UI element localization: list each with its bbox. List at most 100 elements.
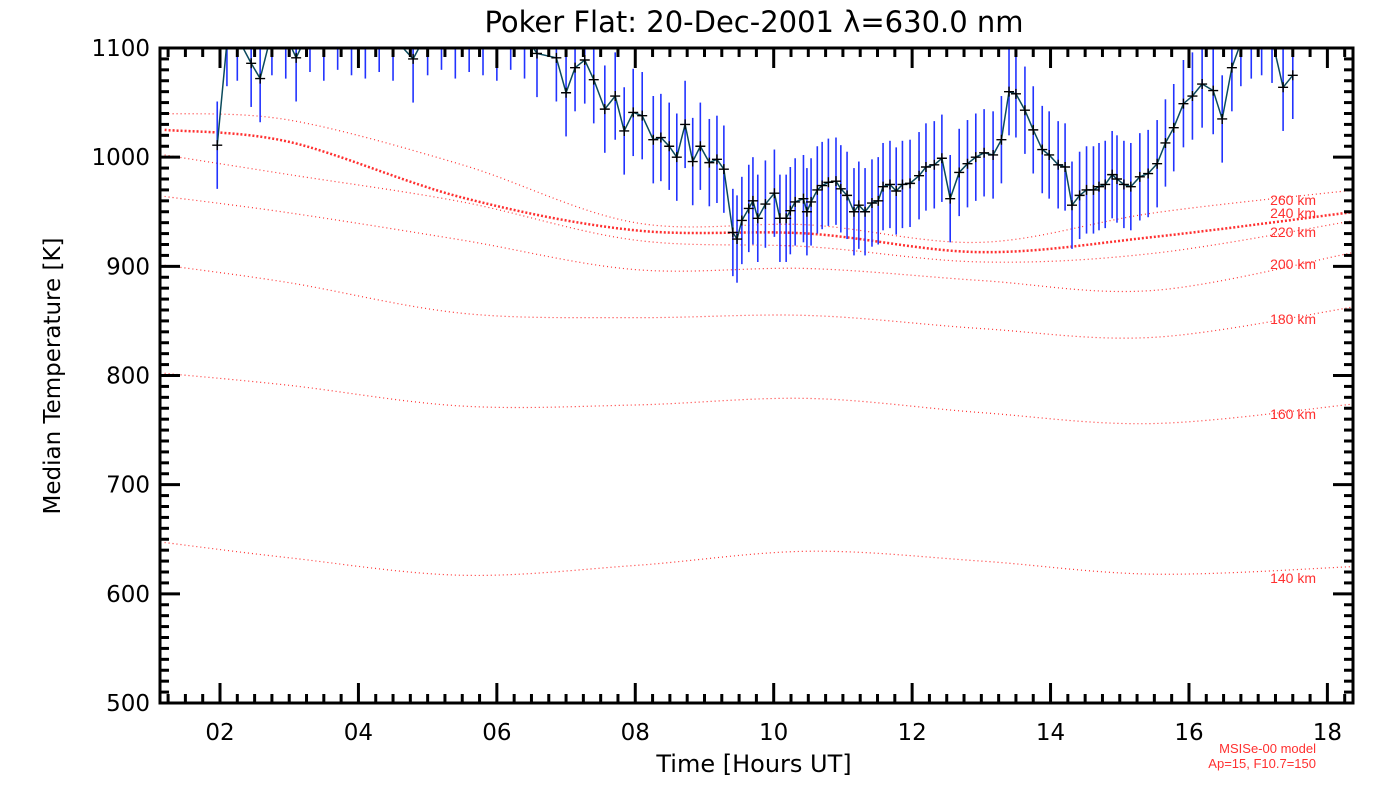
x-tick-label: 02 — [205, 720, 234, 746]
x-tick-label: 18 — [1313, 720, 1342, 746]
data-point-marker — [561, 87, 572, 98]
data-point-marker — [1168, 122, 1179, 133]
data-point-marker — [760, 199, 771, 210]
y-tick-label: 700 — [106, 473, 150, 499]
chart-title: Poker Flat: 20-Dec-2001 λ=630.0 nm — [484, 5, 1023, 39]
data-point-marker — [798, 193, 809, 204]
data-point-marker — [1019, 105, 1030, 116]
model-curve-220-km — [164, 154, 1353, 263]
data-point-marker — [853, 200, 864, 211]
data-point-marker — [929, 159, 940, 170]
model-curve-260-km — [164, 112, 1353, 244]
data-point-marker — [897, 179, 908, 190]
data-point-marker — [866, 198, 877, 209]
data-point-marker — [423, 27, 433, 37]
data-point-marker — [812, 184, 823, 195]
data-point-marker — [988, 149, 999, 160]
data-point-marker — [1067, 200, 1077, 211]
data-point-marker — [954, 167, 965, 178]
data-point-marker — [246, 58, 257, 69]
data-point-marker — [860, 206, 871, 217]
data-point-marker — [319, 32, 329, 42]
data-point-marker — [790, 196, 801, 207]
y-tick-label: 900 — [106, 254, 150, 280]
data-point-marker — [1100, 179, 1111, 190]
data-point-marker — [637, 110, 648, 121]
data-point-marker — [610, 91, 621, 102]
data-point-marker — [1257, 27, 1267, 37]
data-point-marker — [291, 52, 302, 63]
data-point-marker — [232, 32, 242, 42]
data-point-marker — [1028, 124, 1039, 135]
data-point-marker — [806, 196, 817, 207]
data-point-marker — [1160, 137, 1171, 148]
data-point-marker — [1074, 190, 1085, 201]
model-parameters-annotation: Ap=15, F10.7=150 — [1208, 756, 1316, 771]
data-point-marker — [333, 21, 343, 31]
data-point-marker — [1187, 91, 1198, 102]
y-tick-label: 800 — [106, 364, 150, 390]
data-point-marker — [360, 30, 370, 40]
data-point-marker — [1037, 144, 1048, 155]
data-point-marker — [752, 213, 763, 224]
data-point-marker — [718, 164, 729, 175]
data-point-marker — [267, 27, 277, 37]
model-curve-180-km — [164, 264, 1353, 339]
model-annotation: MSISe-00 model — [1219, 741, 1316, 756]
data-point-marker — [1125, 181, 1136, 192]
data-point-marker — [1010, 88, 1021, 99]
data-point-marker — [551, 52, 562, 63]
data-point-marker — [436, 21, 446, 31]
model-curve-label: 260 km — [1270, 192, 1316, 208]
x-tick-label: 04 — [344, 720, 373, 746]
data-point-marker — [878, 181, 889, 192]
data-point-marker — [408, 53, 419, 64]
model-curve-160-km — [164, 372, 1353, 425]
data-point-marker — [884, 179, 895, 190]
data-point-marker — [1246, 30, 1256, 40]
data-point-marker — [588, 74, 599, 85]
data-point-marker — [905, 178, 916, 189]
data-point-marker — [1118, 179, 1129, 190]
model-curve-label: 180 km — [1270, 311, 1316, 327]
data-point-marker — [281, 30, 291, 40]
y-tick-label: 600 — [106, 582, 150, 608]
data-point-marker — [1287, 70, 1298, 81]
measured-series — [212, 21, 1298, 283]
data-point-marker — [830, 176, 841, 187]
data-point-marker — [936, 153, 947, 164]
data-point-marker — [1178, 98, 1189, 109]
y-tick-label: 1100 — [91, 36, 150, 62]
x-tick-label: 16 — [1174, 720, 1203, 746]
data-point-marker — [743, 203, 754, 214]
data-point-marker — [464, 23, 474, 33]
data-point-marker — [1208, 85, 1219, 96]
data-point-marker — [801, 206, 812, 217]
data-point-marker — [891, 186, 902, 197]
data-point-marker — [823, 177, 834, 188]
data-point-marker — [1267, 34, 1277, 44]
data-point-marker — [531, 48, 542, 59]
data-point-marker — [1226, 62, 1237, 73]
data-point-marker — [704, 157, 715, 168]
data-point-marker — [695, 141, 706, 152]
model-curve-label: 200 km — [1270, 256, 1316, 272]
data-point-marker — [374, 23, 384, 33]
x-tick-label: 12 — [897, 720, 926, 746]
model-curves — [164, 112, 1353, 577]
data-point-marker — [1004, 86, 1015, 97]
data-point-marker — [785, 205, 796, 216]
y-tick-label: 1000 — [91, 145, 150, 171]
data-point-marker — [920, 161, 931, 172]
data-point-marker — [747, 195, 758, 206]
data-point-marker — [769, 188, 780, 199]
data-point-marker — [996, 134, 1007, 145]
x-axis-label: Time [Hours UT] — [655, 750, 851, 778]
data-point-marker — [680, 119, 691, 130]
data-point-marker — [1088, 184, 1099, 195]
y-axis-label: Median Temperature [K] — [40, 238, 66, 515]
data-point-marker — [842, 190, 853, 201]
data-point-marker — [835, 183, 846, 194]
